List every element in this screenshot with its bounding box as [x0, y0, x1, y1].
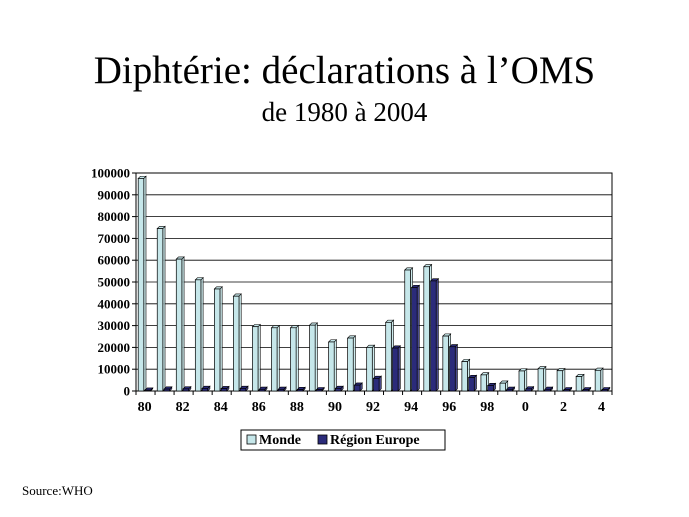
bar-region-europe — [201, 385, 211, 392]
x-tick-label: 98 — [480, 400, 494, 415]
x-tick-label: 84 — [214, 400, 228, 415]
bar-region-europe — [296, 386, 306, 392]
bar-region-europe — [239, 385, 249, 392]
y-tick-label: 30000 — [98, 318, 131, 333]
y-tick-label: 60000 — [98, 253, 131, 268]
bar-monde — [194, 276, 204, 392]
legend-swatch-monde — [246, 434, 257, 445]
bar-region-europe — [506, 386, 516, 392]
bar-region-europe — [563, 386, 573, 392]
x-tick-label: 0 — [522, 400, 529, 415]
y-tick-label: 0 — [124, 384, 131, 399]
legend-frame — [240, 429, 446, 451]
page-title: Diphtérie: déclarations à l’OMS — [93, 49, 596, 92]
bar-monde — [251, 323, 261, 392]
y-tick-label: 100000 — [91, 166, 130, 181]
bar-monde — [289, 324, 300, 392]
bar-region-europe — [372, 375, 383, 392]
x-tick-label: 4 — [598, 400, 605, 415]
bar-region-europe — [544, 386, 554, 392]
legend-swatch-region-europe — [317, 434, 328, 445]
bar-region-europe — [258, 386, 268, 392]
y-tick-label: 70000 — [98, 231, 131, 246]
bar-region-europe — [144, 387, 154, 392]
x-tick-label: 92 — [366, 400, 380, 415]
bar-region-europe — [486, 382, 497, 392]
bar-region-europe — [220, 385, 230, 392]
legend-label-monde: Monde — [259, 433, 301, 448]
bar-region-europe — [582, 386, 592, 392]
y-tick-label: 10000 — [98, 362, 131, 377]
bars — [137, 175, 611, 392]
source-note: Source:WHO — [22, 483, 93, 498]
y-tick-label: 80000 — [98, 209, 131, 224]
x-tick-label: 86 — [252, 400, 266, 415]
bar-monde — [327, 339, 338, 392]
bar-region-europe — [315, 386, 325, 392]
y-tick-label: 20000 — [98, 340, 131, 355]
x-tick-label: 94 — [404, 400, 418, 415]
bar-monde — [137, 175, 147, 392]
bar-monde — [518, 368, 528, 392]
bar-region-europe — [353, 382, 363, 392]
bar-monde — [270, 324, 281, 392]
bar-region-europe — [410, 284, 421, 392]
y-tick-label: 50000 — [98, 275, 131, 290]
y-tick-label: 40000 — [98, 296, 131, 311]
bar-region-europe — [467, 374, 478, 392]
bar-region-europe — [525, 385, 535, 392]
bar-region-europe — [429, 277, 440, 392]
bar-monde — [213, 286, 223, 392]
bar-region-europe — [334, 385, 344, 392]
bar-monde — [556, 367, 566, 392]
bar-region-europe — [448, 343, 459, 392]
bar-region-europe — [163, 386, 173, 392]
x-tick-label: 80 — [138, 400, 152, 415]
tick-labels: 0 10000 20000 30000 40000 50000 60000 70000 8000… — [91, 166, 605, 416]
bar-region-europe — [391, 345, 402, 392]
bar-monde — [175, 256, 185, 392]
bar-monde — [346, 335, 357, 392]
axes — [132, 172, 613, 395]
bar-monde — [575, 373, 585, 392]
bar-monde — [594, 367, 604, 392]
bar-monde — [156, 225, 166, 392]
x-tick-label: 82 — [176, 400, 190, 415]
x-tick-label: 96 — [442, 400, 456, 415]
bar-region-europe — [601, 386, 611, 392]
y-tick-label: 90000 — [98, 187, 131, 202]
x-tick-label: 88 — [290, 400, 304, 415]
x-tick-label: 90 — [328, 400, 342, 415]
bar-monde — [308, 322, 319, 392]
legend-label-region-europe: Région Europe — [330, 433, 420, 448]
bar-monde — [232, 293, 242, 392]
bar-monde — [537, 365, 547, 392]
bar-region-europe — [182, 385, 192, 392]
legend: Monde Région Europe — [240, 429, 446, 451]
page-subtitle: de 1980 à 2004 — [261, 97, 428, 127]
x-tick-label: 2 — [560, 400, 567, 415]
bar-region-europe — [277, 386, 287, 392]
